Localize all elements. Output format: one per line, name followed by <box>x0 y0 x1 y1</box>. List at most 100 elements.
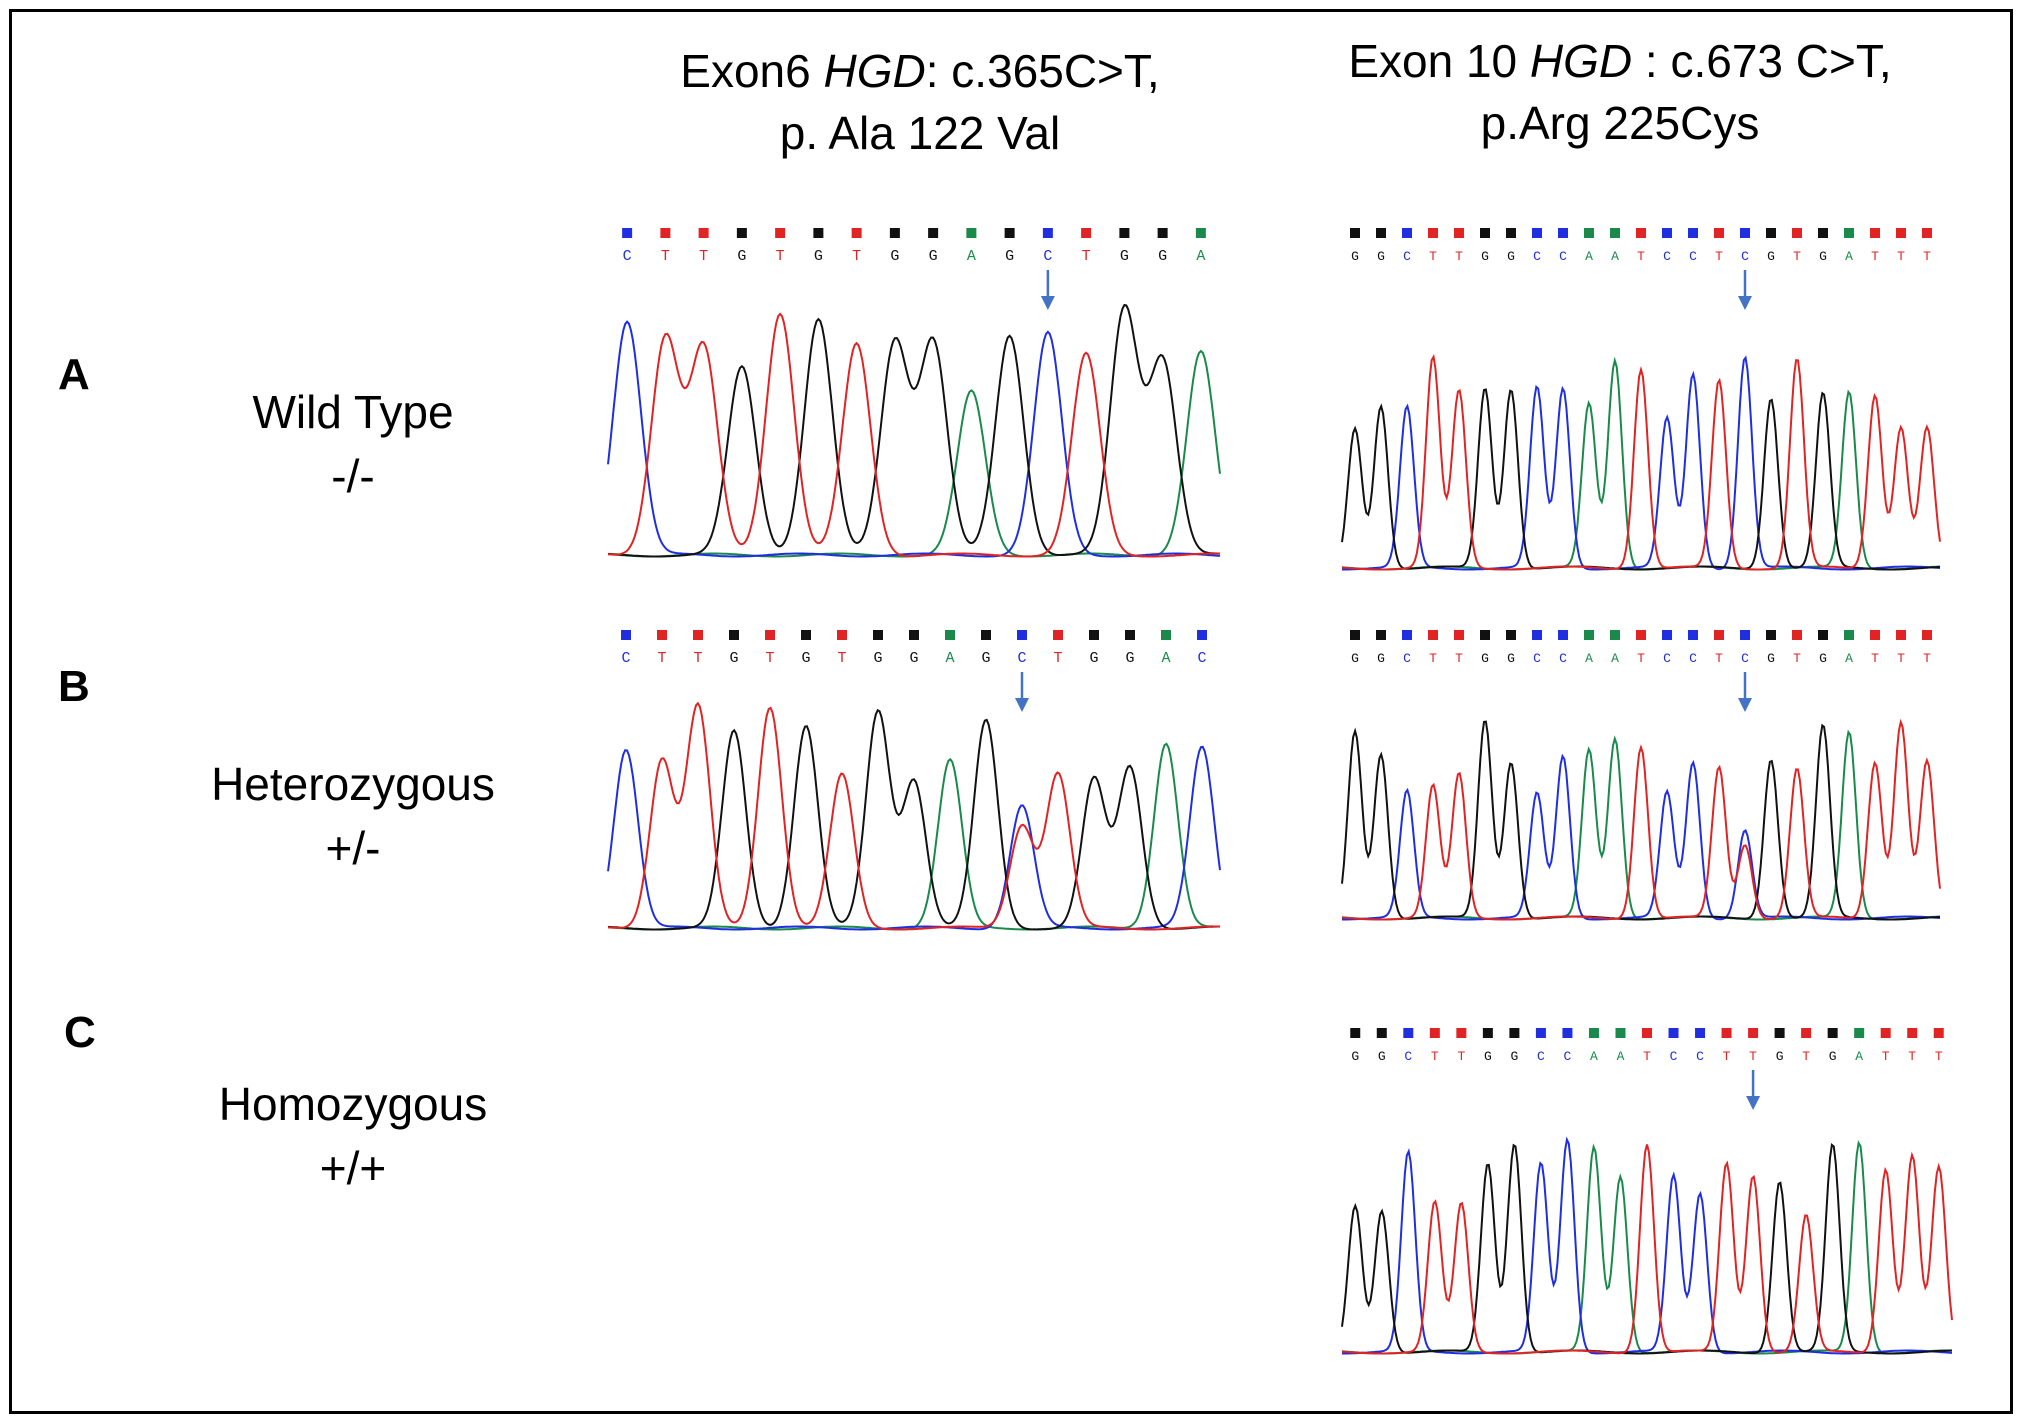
trace-T <box>607 312 1221 558</box>
base-call-square <box>1509 1028 1520 1038</box>
base-call-square <box>1854 1028 1865 1038</box>
base-call-letter: T <box>1802 1049 1810 1064</box>
base-call-letter: T <box>1871 249 1879 264</box>
base-call-square <box>1376 1028 1387 1038</box>
base-call-letter: A <box>1585 651 1593 666</box>
base-call-letter: G <box>1481 249 1489 264</box>
column-title-exon10: Exon 10 HGD : c.673 C>T, p.Arg 225Cys <box>1300 30 1940 154</box>
base-call-square <box>1081 228 1092 238</box>
row-letter-b: B <box>58 662 90 711</box>
base-call-square <box>1668 1028 1679 1038</box>
base-call-square <box>928 228 939 238</box>
base-call-letter: G <box>1510 1049 1518 1064</box>
base-call-letter: G <box>1120 248 1129 265</box>
trace-T <box>607 701 1221 931</box>
base-call-letter: T <box>657 650 666 667</box>
base-call-square <box>1588 1028 1599 1038</box>
base-call-square <box>1695 1028 1706 1038</box>
base-call-square <box>1403 1028 1414 1038</box>
base-call-letter: A <box>1611 651 1619 666</box>
base-call-letter: C <box>1403 249 1411 264</box>
base-call-square <box>660 228 671 238</box>
base-call-letter: G <box>929 248 938 265</box>
base-call-letter: T <box>1723 1049 1731 1064</box>
base-call-square <box>1688 630 1698 640</box>
base-call-square <box>1610 630 1620 640</box>
base-call-letter: G <box>1484 1049 1492 1064</box>
base-call-square <box>1922 630 1932 640</box>
base-call-square <box>1402 630 1412 640</box>
base-call-letter: T <box>1793 651 1801 666</box>
base-call-letter: C <box>1043 248 1052 265</box>
base-call-square <box>693 630 703 640</box>
base-call-square <box>775 228 786 238</box>
trace-C <box>607 745 1221 931</box>
base-call-letter: T <box>1643 1049 1651 1064</box>
base-call-square <box>1662 630 1672 640</box>
base-call-square <box>1350 1028 1361 1038</box>
base-call-letter: G <box>801 650 810 667</box>
base-call-square <box>1662 228 1672 238</box>
base-call-letter: T <box>1429 651 1437 666</box>
base-call-letter: C <box>1696 1049 1704 1064</box>
base-call-square <box>1584 630 1594 640</box>
base-call-letter: T <box>1082 248 1091 265</box>
base-call-square <box>1933 1028 1944 1038</box>
base-call-letter: C <box>1559 651 1567 666</box>
base-call-letter: T <box>1637 249 1645 264</box>
base-call-square <box>945 630 955 640</box>
trace-G <box>607 708 1220 931</box>
base-call-letter: T <box>661 248 670 265</box>
base-call-square <box>981 630 991 640</box>
base-call-square <box>1562 1028 1573 1038</box>
genotype: +/+ <box>319 1142 387 1194</box>
base-call-square <box>729 630 739 640</box>
base-call-letter: G <box>1507 651 1515 666</box>
trace-G <box>1341 388 1940 571</box>
base-call-letter: G <box>909 650 918 667</box>
base-call-letter: C <box>1537 1049 1545 1064</box>
base-call-square <box>1636 228 1646 238</box>
base-call-letter: G <box>1767 249 1775 264</box>
trace-A <box>1341 356 1941 571</box>
trace-T <box>1341 354 1941 571</box>
base-call-square <box>1428 228 1438 238</box>
base-call-letter: C <box>1533 249 1541 264</box>
trace-G <box>1341 1142 1952 1355</box>
base-call-square <box>1792 228 1802 238</box>
base-call-letter: G <box>1089 650 1098 667</box>
base-call-square <box>657 630 667 640</box>
base-call-square <box>1376 228 1386 238</box>
base-call-letter: C <box>1197 650 1206 667</box>
base-call-letter: A <box>1161 650 1170 667</box>
base-call-letter: T <box>852 248 861 265</box>
base-call-letter: T <box>1882 1049 1890 1064</box>
base-call-square <box>1558 228 1568 238</box>
base-call-square <box>1004 228 1015 238</box>
base-call-letter: A <box>1845 651 1853 666</box>
base-call-letter: A <box>1617 1049 1625 1064</box>
base-call-letter: A <box>1845 249 1853 264</box>
base-call-letter: A <box>1196 248 1205 265</box>
base-call-letter: G <box>1507 249 1515 264</box>
base-call-square <box>1896 228 1906 238</box>
base-call-letter: G <box>1819 651 1827 666</box>
base-call-letter: T <box>1871 651 1879 666</box>
base-call-square <box>1017 630 1027 640</box>
base-call-letter: G <box>1351 1049 1359 1064</box>
base-call-letter: C <box>1689 249 1697 264</box>
base-call-letter: T <box>1715 249 1723 264</box>
base-call-letter: C <box>1017 650 1026 667</box>
base-call-square <box>1721 1028 1732 1038</box>
base-call-letter: G <box>1378 1049 1386 1064</box>
base-call-square <box>1870 228 1880 238</box>
base-call-square <box>698 228 709 238</box>
row-letter-a: A <box>58 350 90 399</box>
base-call-letter: A <box>1590 1049 1598 1064</box>
base-call-letter: T <box>1637 651 1645 666</box>
base-call-square <box>1042 228 1053 238</box>
base-call-letter: C <box>1670 1049 1678 1064</box>
